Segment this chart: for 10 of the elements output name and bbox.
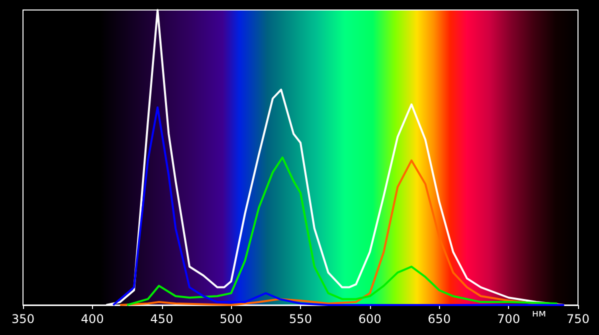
x-tick-label: 600 [358, 312, 382, 326]
x-tick-label: 750 [566, 312, 590, 326]
x-tick-label: 400 [80, 312, 104, 326]
x-tick-label: 500 [220, 312, 243, 326]
x-tick-label: 550 [289, 312, 312, 326]
x-tick-label: 700 [497, 312, 520, 326]
x-axis-title: нм [532, 308, 546, 320]
x-tick-label: 350 [12, 312, 34, 326]
x-tick-label: 650 [428, 312, 451, 326]
x-tick-label: 450 [150, 312, 174, 326]
